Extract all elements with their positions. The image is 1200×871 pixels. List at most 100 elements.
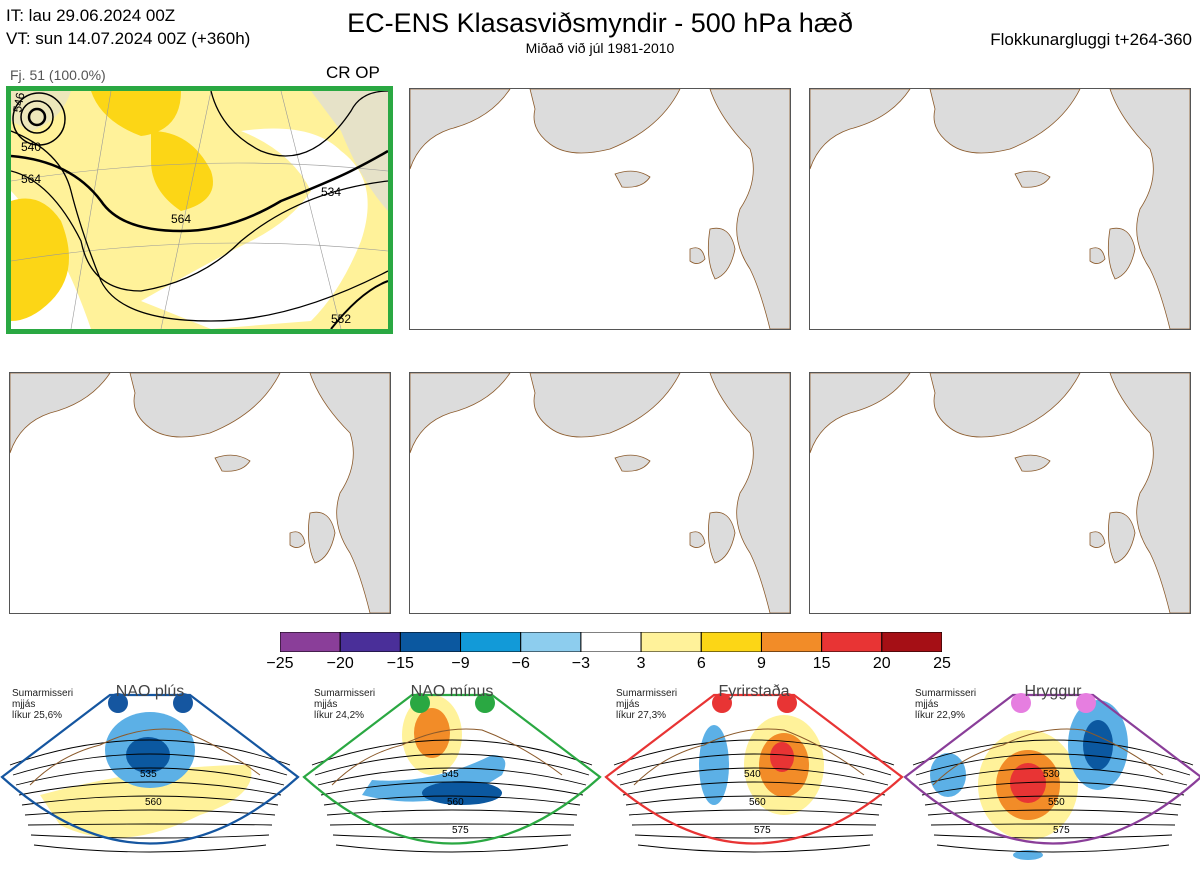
regime-sector-outline	[302, 693, 602, 845]
land-iceland	[1014, 454, 1051, 472]
anomaly-negative	[699, 725, 729, 805]
land-greenland-west	[810, 89, 911, 170]
anomaly-strong-top	[91, 91, 181, 136]
height-contour	[933, 834, 1173, 839]
cluster-panel-3[interactable]	[809, 88, 1191, 330]
cluster-panel-5[interactable]	[409, 372, 791, 614]
colorbar-tick-label: 3	[636, 655, 646, 672]
anomaly-strong-mid	[151, 131, 213, 211]
height-contour	[930, 823, 1176, 826]
height-contour	[332, 834, 572, 839]
land-greenland	[129, 373, 281, 438]
regime-name: Hryggur	[1024, 683, 1082, 700]
regime-dot	[475, 693, 495, 713]
height-contour	[634, 834, 874, 839]
contour-label: 560	[145, 797, 162, 808]
height-contours	[11, 91, 388, 329]
panel-map	[810, 89, 1190, 329]
cluster-panel-6[interactable]	[809, 372, 1191, 614]
land-scandinavia	[311, 91, 388, 211]
height-contour	[317, 767, 587, 786]
land-europe	[709, 89, 790, 329]
panel1-map: 540 546 564 564 534 552	[11, 91, 388, 329]
regime-diagram: Sumarmisseri mjjás líkur 22,9% 530 550 575 Hry…	[903, 683, 1200, 865]
regime-freq: mjjás	[12, 699, 36, 710]
height-contour	[628, 809, 880, 816]
panel1-tag: CR OP	[326, 63, 380, 82]
height-contour	[619, 767, 889, 786]
cluster-panel-4[interactable]	[9, 372, 391, 614]
land-ireland	[289, 531, 306, 548]
height-contour	[323, 795, 581, 806]
land-ireland	[1089, 531, 1106, 548]
land-europe	[709, 373, 790, 613]
contour-label: 534	[321, 185, 341, 199]
colorbar-tick-label: −9	[451, 655, 470, 672]
contour-label: 575	[1053, 825, 1070, 836]
colorbar-tick-label: −25	[266, 655, 294, 672]
regime-dot	[410, 693, 430, 713]
regime-prob: líkur 27,3%	[616, 710, 667, 721]
regime-diagram: Sumarmisseri mjjás líkur 24,2% 545 560 575 NAO…	[302, 683, 602, 865]
anomaly-negative-core	[422, 781, 502, 805]
height-contour	[320, 781, 584, 796]
regime-diagram: Sumarmisseri mjjás líkur 25,6% 535 560 NAO pl…	[0, 683, 300, 865]
colorbar-segment	[580, 631, 642, 653]
anomaly-neutral	[141, 128, 368, 329]
it-line: IT: lau 29.06.2024 00Z	[6, 6, 176, 25]
height-contour	[314, 753, 590, 776]
height-contour	[616, 753, 892, 776]
regime-dot	[1011, 693, 1031, 713]
contour-label: 540	[21, 140, 41, 154]
height-contour	[625, 795, 883, 806]
coastline	[633, 728, 865, 786]
height-contour	[9, 739, 291, 766]
land-iceland	[214, 454, 251, 472]
regime-sector-outline	[903, 693, 1200, 845]
regime-name: NAO mínus	[410, 683, 494, 700]
height-contour	[33, 844, 267, 853]
land-greenland-west	[410, 373, 511, 454]
land-europe	[309, 373, 390, 613]
height-contour	[24, 809, 276, 816]
land-europe	[1109, 373, 1190, 613]
regime-info: Sumarmisseri mjjás líkur 25,6%	[12, 688, 73, 721]
regime-season: Sumarmisseri	[314, 688, 376, 699]
regime-dot	[777, 693, 797, 713]
height-contour	[21, 795, 279, 806]
land-ireland	[1089, 247, 1106, 264]
height-contour	[613, 739, 895, 766]
panel-map	[410, 373, 790, 613]
height-contour	[921, 781, 1185, 796]
colorbar-tick-label: 15	[812, 655, 831, 672]
height-contour	[936, 844, 1170, 853]
colorbar-tick-label: 6	[696, 655, 706, 672]
regime-dot	[108, 693, 128, 713]
land-greenland	[529, 89, 681, 154]
colorbar-segment	[821, 631, 883, 653]
colorbar-segment	[881, 631, 943, 653]
cluster-panel-2[interactable]	[409, 88, 791, 330]
vt-line: VT: sun 14.07.2024 00Z (+360h)	[6, 29, 251, 48]
regime-map: 535 560	[0, 693, 300, 853]
cluster-panel-1[interactable]: 540 546 564 564 534 552	[6, 86, 393, 334]
regime-sector-outline	[604, 693, 904, 845]
regime-info: Sumarmisseri mjjás líkur 24,2%	[314, 688, 375, 721]
land-britain	[707, 511, 736, 564]
contour-label: 545	[442, 769, 459, 780]
land-greenland	[929, 89, 1081, 154]
regime-name: NAO plús	[115, 683, 185, 700]
regime-info: Sumarmisseri mjjás líkur 22,9%	[915, 688, 976, 721]
anomaly-positive-core	[770, 742, 794, 772]
land-greenland	[529, 373, 681, 438]
land-greenland	[929, 373, 1081, 438]
height-contour	[915, 753, 1191, 776]
colorbar-tick-label: −6	[511, 655, 530, 672]
regime-sector-outline	[0, 693, 300, 845]
page-subtitle: Miðað við júl 1981-2010	[525, 40, 675, 56]
colorbar-tick-label: 9	[757, 655, 766, 672]
regime-name: Fyrirstaða	[718, 683, 790, 700]
land-europe	[1109, 89, 1190, 329]
regime-info: Sumarmisseri mjjás líkur 27,3%	[616, 688, 677, 721]
regime-freq: mjjás	[314, 699, 338, 710]
